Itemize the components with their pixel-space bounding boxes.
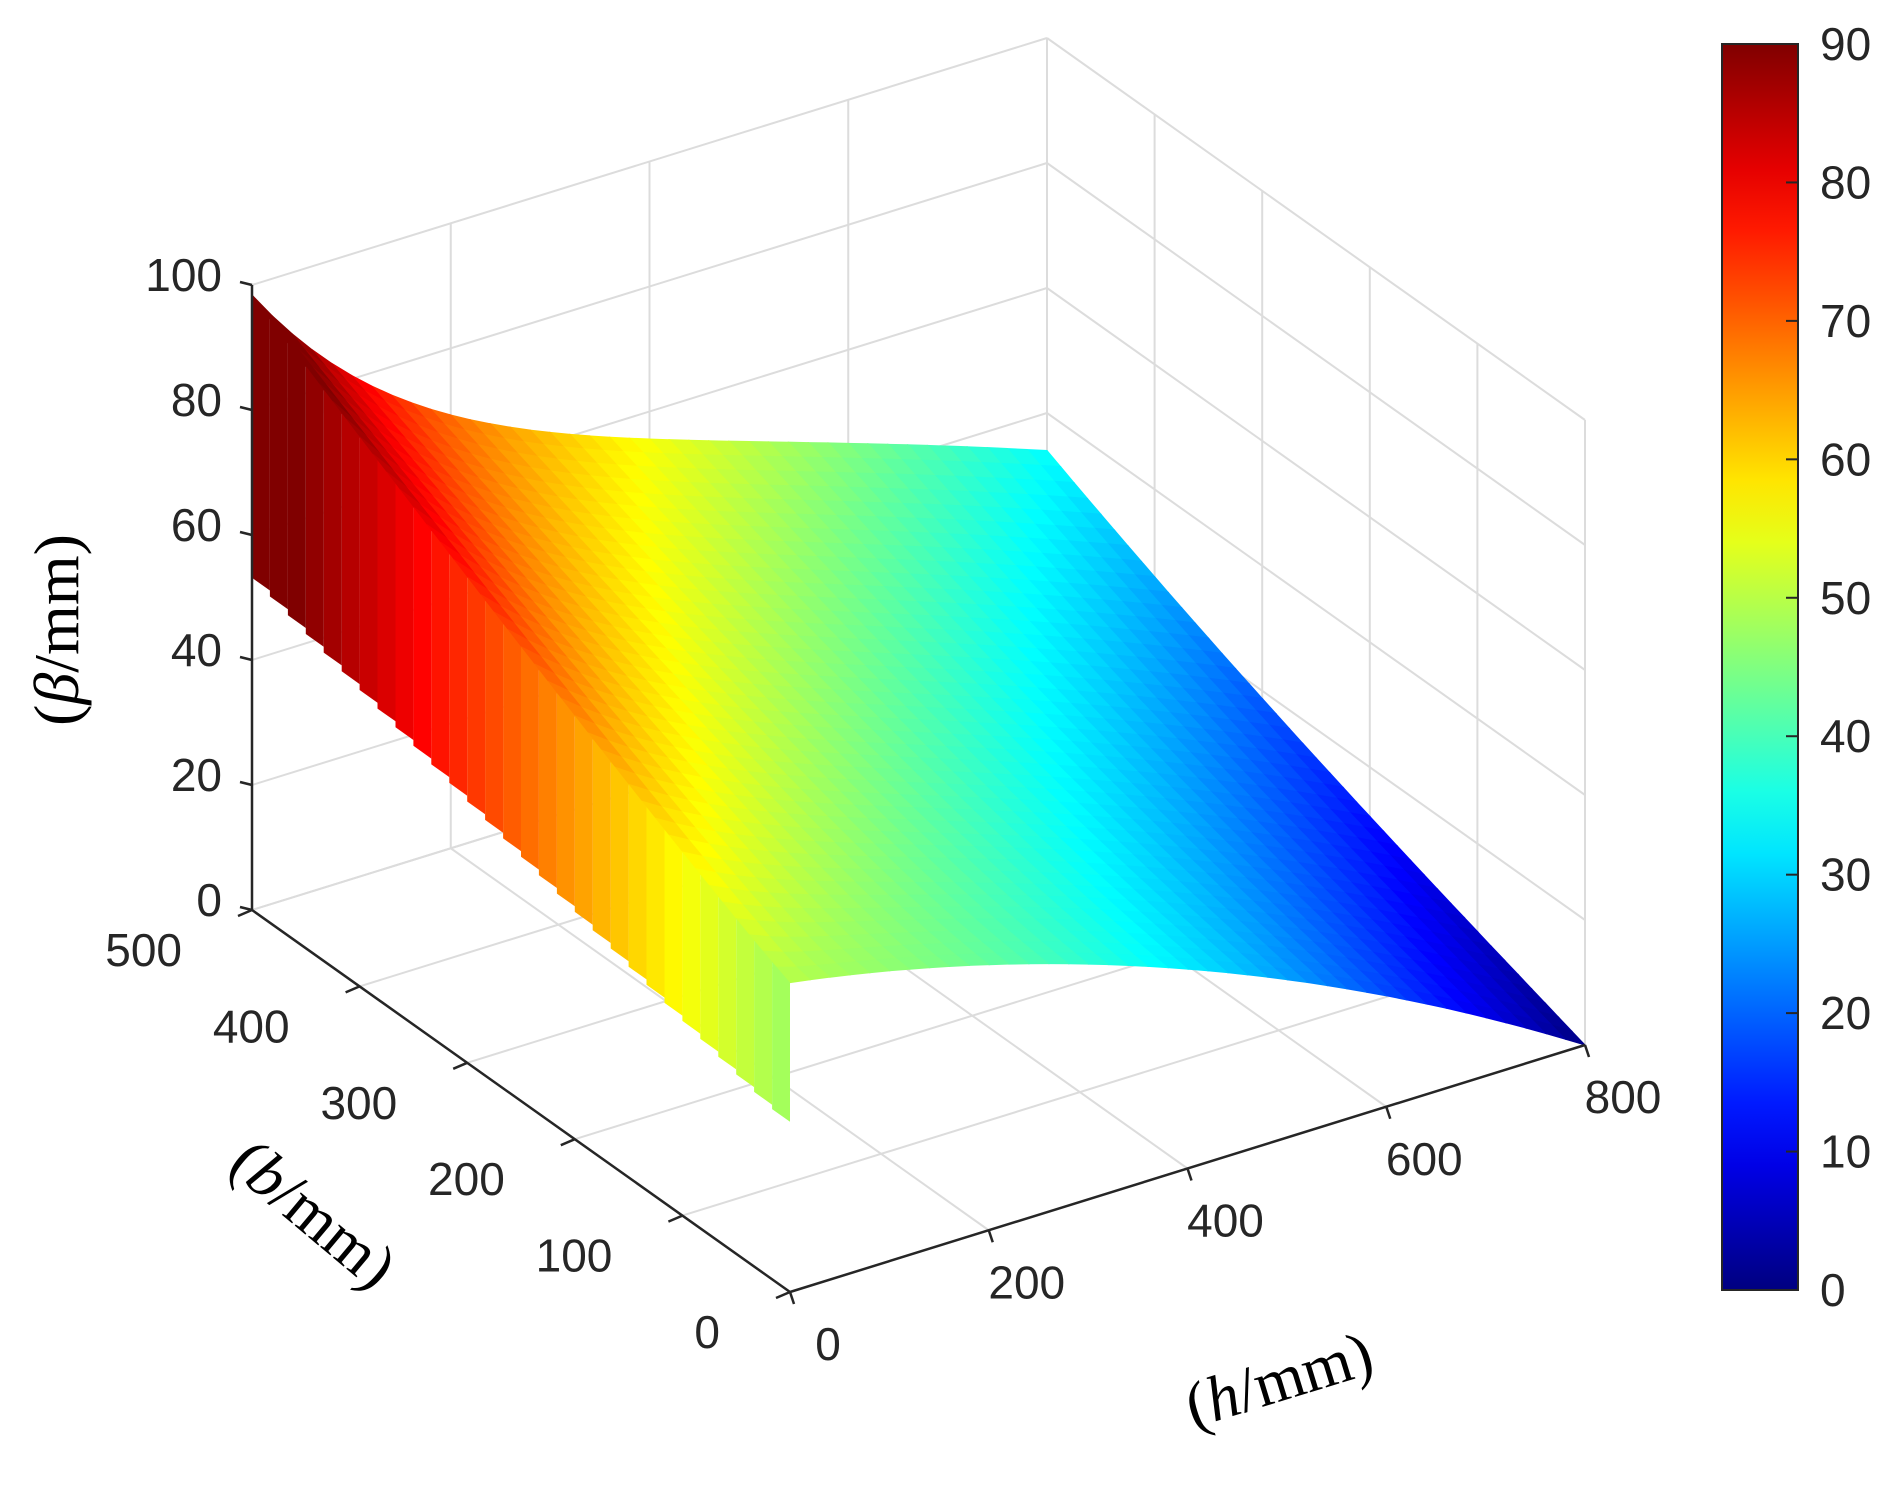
x-tick	[987, 1229, 994, 1243]
y-tick-label: 500	[105, 924, 182, 976]
grid-line-z-back	[251, 162, 1048, 411]
grid-line-z-side	[1046, 37, 1586, 421]
colorbar-tick-label: 0	[1820, 1264, 1846, 1316]
surface-wall-patch	[772, 961, 790, 1122]
surface-wall-patch	[269, 318, 288, 610]
grid-line-b-floor	[682, 967, 1478, 1217]
surface-wall-patch	[287, 342, 306, 628]
z-tick-label: 40	[171, 624, 222, 676]
surface-wall-patch	[682, 852, 701, 1034]
colorbar-tick-label: 60	[1820, 433, 1871, 485]
colorbar-tick-label: 10	[1820, 1126, 1871, 1178]
colorbar: 0 10 20 30 40 50 60 70 80 90	[1721, 18, 1871, 1316]
y-tick-label: 300	[320, 1077, 397, 1129]
x-tick-label: 0	[815, 1318, 841, 1370]
colorbar-tick-label: 40	[1820, 710, 1871, 762]
z-tick	[239, 530, 253, 537]
z-tick	[239, 405, 253, 412]
y-tick-label: 0	[694, 1306, 720, 1358]
surface-wall-patch	[377, 460, 396, 722]
surface-wall-patch	[359, 436, 378, 703]
z-tick-label: 60	[171, 499, 222, 551]
surface-wall-patch	[628, 784, 647, 980]
x-tick	[1186, 1168, 1193, 1181]
surface-wall-patch	[700, 874, 719, 1052]
surface-wall-patch	[574, 715, 593, 925]
grid-line-z-back	[251, 37, 1048, 286]
colorbar-tick-label: 80	[1820, 156, 1871, 208]
x-tick	[1583, 1044, 1591, 1058]
surface-wall-patch	[395, 483, 414, 740]
grid-line-z-side	[1046, 287, 1586, 671]
surface-wall-patch	[718, 896, 737, 1070]
surface-wall-patch	[252, 295, 270, 591]
y-tick	[452, 1061, 468, 1070]
colorbar-tick-label: 70	[1820, 295, 1871, 347]
grid-line-z-side	[1046, 162, 1586, 546]
y-tick	[775, 1290, 791, 1300]
x-tick	[788, 1291, 796, 1305]
surface-wall-patch	[538, 669, 557, 888]
z-tick-label: 20	[171, 749, 222, 801]
z-tick	[239, 905, 253, 912]
axis-layer: 0 200 400 600 800 0 100 200 300 400 500 0 20 40 60 80 10…	[105, 249, 1661, 1370]
y-axis-label: (b/mm)	[217, 1125, 410, 1303]
surface-wall-patch	[431, 530, 450, 778]
z-tick-label: 80	[171, 374, 222, 426]
surface-wall-patch	[521, 646, 539, 870]
surface-wall-patch	[736, 918, 755, 1088]
surface-wall-patch	[323, 389, 342, 666]
x-tick-label: 800	[1585, 1071, 1662, 1123]
surface-wall-patch	[467, 577, 486, 815]
y-tick-label: 400	[213, 1000, 290, 1052]
x-axis-label: (h/mm)	[1177, 1317, 1381, 1441]
surface-wall-patch	[503, 623, 521, 852]
surface-wall-patch	[610, 761, 629, 962]
surface-wall-patch	[664, 829, 683, 1016]
y-tick	[237, 908, 253, 918]
colorbar-tick-label: 20	[1820, 987, 1871, 1039]
surface-wall-patch	[413, 507, 432, 759]
z-axis-label: (β/mm)	[21, 534, 92, 726]
y-tick	[667, 1214, 683, 1223]
x-tick	[1385, 1106, 1392, 1120]
colorbar-tick-label: 50	[1820, 572, 1871, 624]
surface-wall-patch	[556, 692, 575, 907]
grid-line-z-side	[1046, 412, 1586, 796]
colorbar-tick-label: 30	[1820, 849, 1871, 901]
y-tick-label: 200	[428, 1153, 505, 1205]
x-tick-label: 400	[1187, 1195, 1264, 1247]
z-tick	[239, 780, 253, 787]
surface-wall-patch	[305, 366, 324, 647]
x-tick-label: 200	[988, 1256, 1065, 1308]
surface-wall-patch	[449, 553, 468, 796]
surface-layer	[251, 294, 1587, 1122]
surface-wall-patch	[341, 413, 360, 685]
z-tick-label: 0	[196, 874, 222, 926]
z-tick-label: 100	[145, 249, 222, 301]
y-axis-line	[251, 908, 791, 1294]
z-tick	[239, 280, 253, 287]
colorbar-gradient	[1721, 43, 1799, 1291]
y-tick	[560, 1138, 576, 1147]
surface-wall-patch	[485, 600, 504, 833]
x-tick-label: 600	[1386, 1133, 1463, 1185]
surface-wall-patch	[754, 940, 773, 1105]
z-tick	[239, 655, 253, 662]
y-tick-label: 100	[536, 1230, 613, 1282]
y-tick	[345, 985, 361, 994]
surface-wall-patch	[592, 738, 611, 943]
surface-wall-patch	[646, 807, 665, 998]
colorbar-tick-label: 90	[1820, 18, 1871, 70]
